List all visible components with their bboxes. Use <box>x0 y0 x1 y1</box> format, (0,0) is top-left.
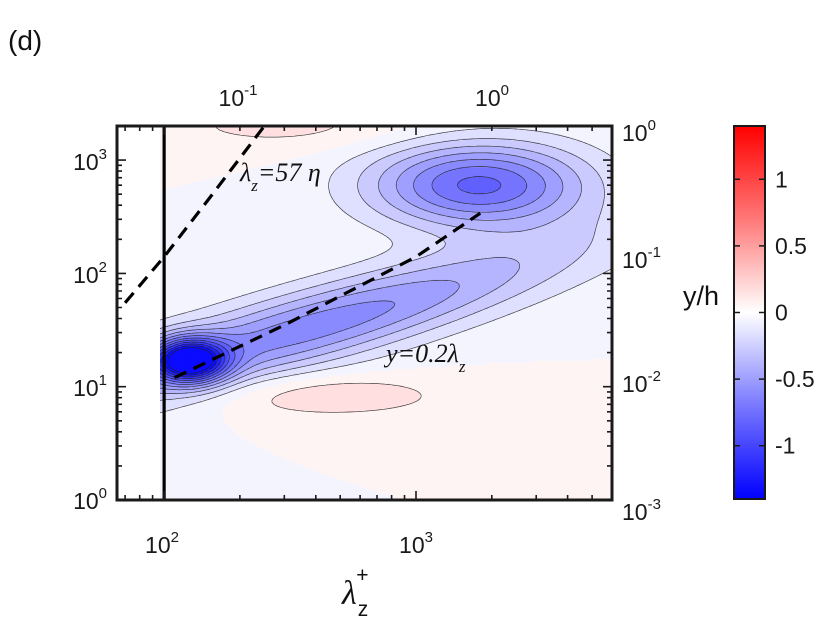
plot-frame <box>115 124 614 502</box>
heatmap-cells <box>117 126 612 500</box>
axis-tick-marks <box>117 125 613 501</box>
annotation-y-scaling: y=0.2λz <box>383 339 466 376</box>
x-axis-label: λz+ <box>341 564 369 621</box>
colorbar-ticks <box>734 178 765 447</box>
colorbar-tick-label: 0 <box>775 300 788 326</box>
x-tick-label-100: 102 <box>145 529 179 558</box>
colorbar-tick-label: -1 <box>775 433 795 459</box>
contour-field <box>117 126 612 500</box>
y-tick-label-100: 102 <box>73 259 107 288</box>
x-top-tick-label-1: 100 <box>475 82 509 111</box>
annotation-kolmogorov: λz=57 η <box>239 158 321 195</box>
dashed-guide-lines <box>123 126 482 380</box>
y-right-axis-label: y/h <box>683 281 719 311</box>
y-right-tick-label-3: 100 <box>622 117 656 146</box>
y-right-tick-label-2: 10-1 <box>622 244 661 273</box>
dashed-line-kolmogorov <box>123 126 266 304</box>
colorbar-tick-label: -0.5 <box>775 366 815 392</box>
y-tick-label-1: 100 <box>73 485 107 514</box>
y-tick-label-10: 101 <box>73 372 107 401</box>
y-right-tick-label-0: 10-3 <box>622 496 661 525</box>
colorbar-tick-label: 1 <box>775 166 788 192</box>
panel-label: (d) <box>8 25 42 56</box>
dashed-line-y-scaling <box>173 211 482 380</box>
y-right-tick-label-1: 10-2 <box>622 368 661 397</box>
x-tick-label-1000: 103 <box>399 529 433 558</box>
x-top-tick-label-0: 10-1 <box>219 82 258 111</box>
masked-region <box>117 126 160 500</box>
colorbar-tick-label: 0.5 <box>775 233 807 259</box>
y-tick-label-1000: 103 <box>73 146 107 175</box>
